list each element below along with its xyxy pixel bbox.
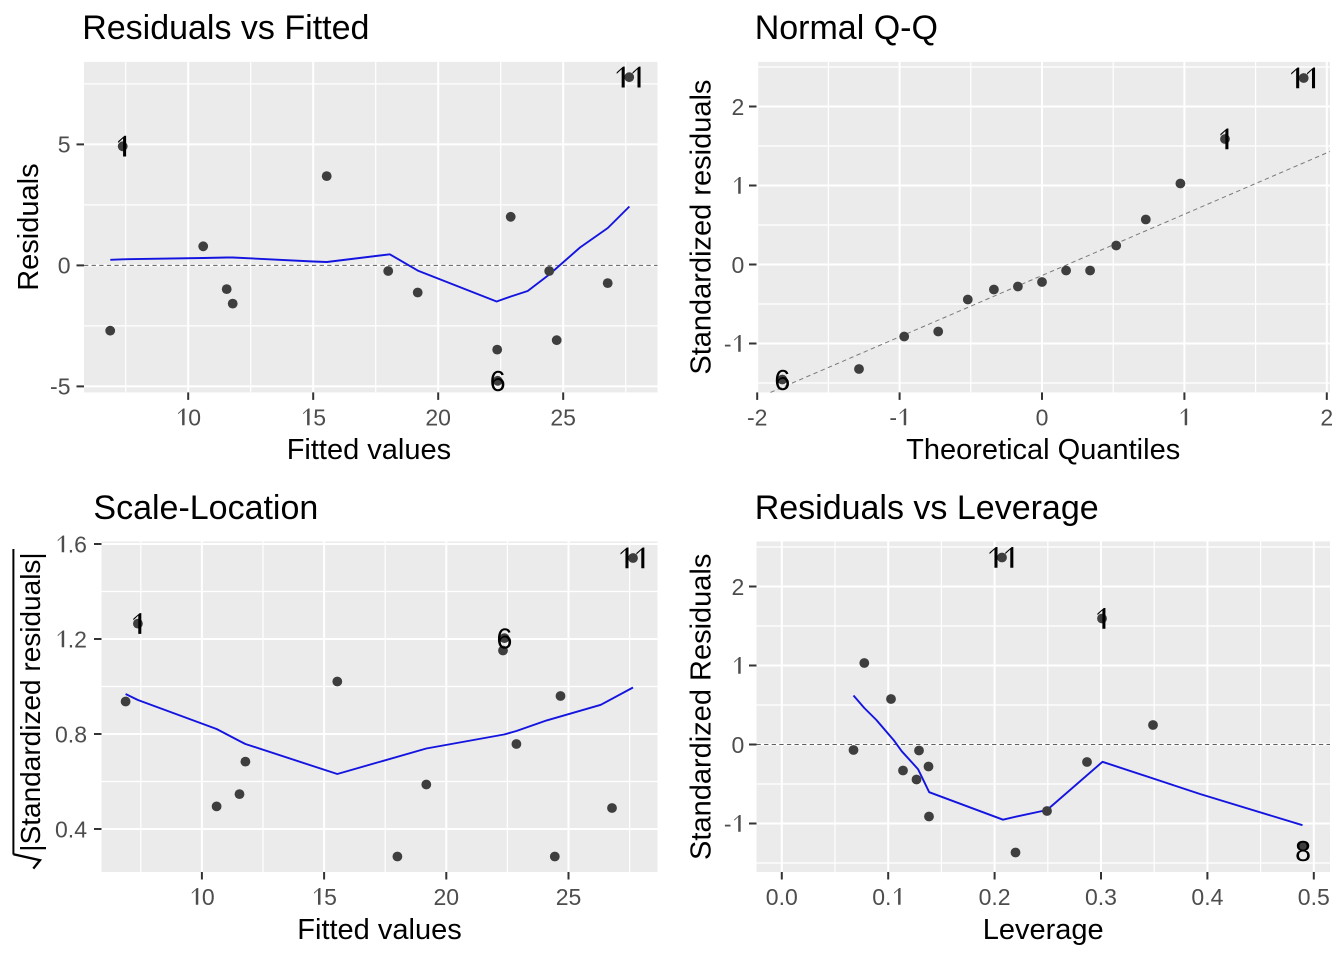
svg-text:5: 5 xyxy=(324,884,337,910)
svg-text:8: 8 xyxy=(1295,836,1311,868)
svg-text:0.5: 0.5 xyxy=(1298,884,1330,910)
svg-text:5: 5 xyxy=(313,404,326,430)
svg-text:0.3: 0.3 xyxy=(1085,884,1117,910)
svg-text:Scale-Location: Scale-Location xyxy=(93,489,318,527)
svg-text:5: 5 xyxy=(58,132,71,158)
svg-text:|Standardized residuals|: |Standardized residuals| xyxy=(15,552,46,851)
svg-text:0: 0 xyxy=(188,404,201,430)
svg-text:0.8: 0.8 xyxy=(55,721,87,747)
svg-text:0.2: 0.2 xyxy=(979,884,1011,910)
svg-text:Residuals: Residuals xyxy=(13,163,45,290)
svg-text:0.: 0. xyxy=(872,884,891,910)
svg-text:0: 0 xyxy=(1036,404,1049,430)
svg-text:6: 6 xyxy=(774,365,790,397)
svg-text:0: 0 xyxy=(58,253,71,279)
svg-text:-: - xyxy=(724,811,732,837)
svg-text:6: 6 xyxy=(496,623,512,655)
svg-text:Residuals vs Leverage: Residuals vs Leverage xyxy=(755,489,1099,527)
svg-text:25: 25 xyxy=(556,884,582,910)
svg-text:Leverage: Leverage xyxy=(983,914,1104,946)
svg-text:-5: -5 xyxy=(50,374,70,400)
svg-text:0: 0 xyxy=(732,732,745,758)
svg-text:2: 2 xyxy=(1320,404,1333,430)
svg-text:0: 0 xyxy=(732,252,745,278)
svg-text:Theoretical Quantiles: Theoretical Quantiles xyxy=(906,434,1180,466)
svg-text:Normal Q-Q: Normal Q-Q xyxy=(755,9,938,47)
svg-text:Standardized Residuals: Standardized Residuals xyxy=(686,554,718,860)
svg-text:2: 2 xyxy=(732,574,745,600)
svg-text:-2: -2 xyxy=(747,404,767,430)
svg-text:0: 0 xyxy=(202,884,215,910)
svg-text:Fitted values: Fitted values xyxy=(287,434,451,466)
svg-text:.2: .2 xyxy=(68,626,87,652)
svg-text:-: - xyxy=(889,404,897,430)
svg-text:20: 20 xyxy=(434,884,460,910)
svg-text:6: 6 xyxy=(490,366,506,398)
svg-text:Fitted values: Fitted values xyxy=(297,914,461,946)
svg-text:0.4: 0.4 xyxy=(1191,884,1223,910)
svg-text:.6: .6 xyxy=(68,531,87,557)
svg-text:-: - xyxy=(724,331,732,357)
svg-text:25: 25 xyxy=(550,404,576,430)
svg-text:2: 2 xyxy=(732,94,745,120)
svg-text:0.0: 0.0 xyxy=(766,884,798,910)
svg-text:Standardized residuals: Standardized residuals xyxy=(686,80,718,375)
svg-text:20: 20 xyxy=(425,404,451,430)
svg-text:0.4: 0.4 xyxy=(55,816,87,842)
svg-text:Residuals vs Fitted: Residuals vs Fitted xyxy=(82,9,369,47)
